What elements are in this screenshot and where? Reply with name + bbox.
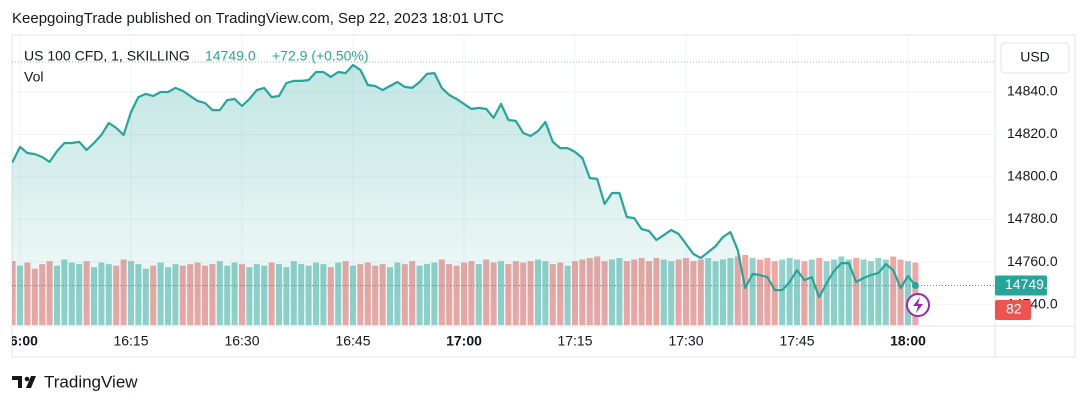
- price-tag-label: 14749.0: [1005, 276, 1056, 292]
- currency-button[interactable]: [1000, 42, 1070, 74]
- logo: [12, 376, 36, 388]
- x-tick-label: 17:45: [779, 333, 814, 349]
- x-tick-label: 17:00: [446, 333, 482, 349]
- currency[interactable]: USD: [1020, 49, 1050, 65]
- alert-bolt: [913, 297, 923, 313]
- volume-bar: [2, 260, 8, 325]
- brand: TradingView: [44, 372, 138, 391]
- x-tick-label: 17:30: [668, 333, 703, 349]
- price-tag: [995, 275, 1047, 296]
- area-fill: [12, 65, 916, 325]
- y-tick-label: 14820.0: [1007, 125, 1058, 141]
- y-tick-label: 14800.0: [1007, 168, 1058, 184]
- volume-bar: [816, 258, 823, 325]
- legend-price: 14749.0: [205, 48, 256, 64]
- header-title: KeepgoingTrade published on TradingView.…: [12, 10, 504, 27]
- x-tick-label: 16:30: [224, 333, 259, 349]
- y-tick-label: 14840.0: [1007, 83, 1058, 99]
- x-tick-label: 17:15: [557, 333, 592, 349]
- y-tick-label: 14760.0: [1007, 253, 1058, 269]
- x-tick-label: 16:15: [113, 333, 148, 349]
- plot: [2, 35, 995, 325]
- legend-volume: Vol: [24, 69, 43, 85]
- last-point: [911, 281, 919, 289]
- volume-tag-label: 82: [1006, 301, 1022, 317]
- x-tick-label: 18:00: [890, 333, 926, 349]
- time-axis: 16:00 16:15 16:30 16:45 17:00 17:15 17:30 17:45…: [2, 333, 926, 349]
- y-tick-label: 14780.0: [1007, 210, 1058, 226]
- legend-change: +72.9 (+0.50%): [272, 48, 369, 64]
- x-tick-label: 16:45: [335, 333, 370, 349]
- volume-tag: [995, 300, 1031, 320]
- price-line: [12, 63, 917, 299]
- x-tick-label: 16:00: [2, 333, 38, 349]
- price-axis: 14740.014760.014780.014800.014820.014840…: [995, 83, 1058, 320]
- legend-symbol: US 100 CFD, 1, SKILLING: [24, 48, 190, 64]
